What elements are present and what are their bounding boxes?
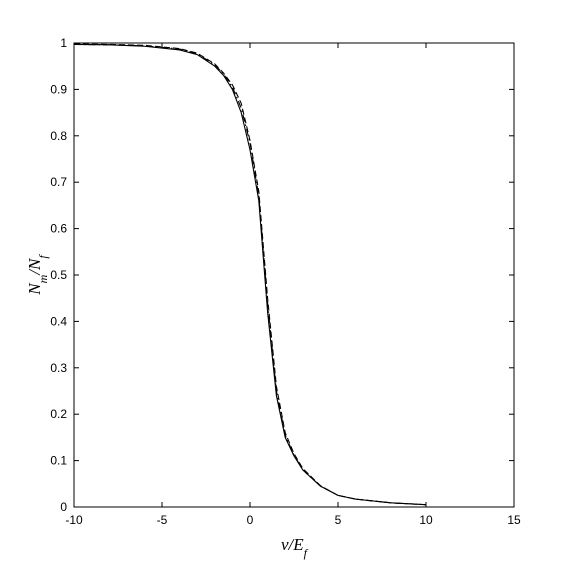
y-tick-label: 0.8 xyxy=(50,129,67,143)
y-tick-label: 0 xyxy=(60,500,67,514)
y-tick-label: 0.2 xyxy=(50,407,67,421)
y-tick-label: 0.9 xyxy=(50,82,67,96)
x-tick-label: -10 xyxy=(65,513,83,527)
y-tick-label: 0.4 xyxy=(50,314,67,328)
x-axis-label: ν/Ef xyxy=(281,535,309,560)
x-tick-label: 5 xyxy=(335,513,342,527)
x-tick-label: 15 xyxy=(507,513,521,527)
x-tick-label: 0 xyxy=(247,513,254,527)
y-tick-label: 0.1 xyxy=(50,454,67,468)
x-tick-label: 10 xyxy=(419,513,433,527)
x-tick-label: -5 xyxy=(157,513,168,527)
line-series xyxy=(73,43,427,506)
plot-frame xyxy=(73,42,515,508)
y-tick-label: 0.6 xyxy=(50,222,67,236)
y-tick-label: 1 xyxy=(60,36,67,50)
y-tick-label: 0.7 xyxy=(50,175,67,189)
y-axis-label: Nm/Nf xyxy=(25,254,50,296)
y-tick-label: 0.3 xyxy=(50,361,67,375)
y-tick-label: 0.5 xyxy=(50,268,67,282)
